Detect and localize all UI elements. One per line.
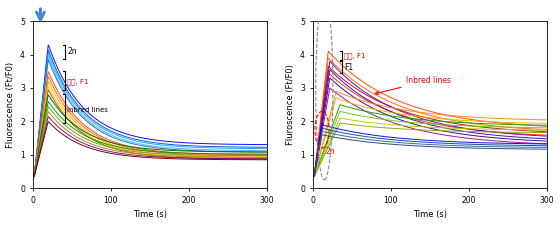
Text: F1: F1 (344, 63, 353, 72)
X-axis label: Time (s): Time (s) (133, 210, 167, 219)
Text: 2n: 2n (67, 47, 77, 56)
Text: 2n: 2n (325, 147, 335, 156)
Text: Inbred lines: Inbred lines (67, 107, 108, 113)
Y-axis label: Fluroscence (Ft/F0): Fluroscence (Ft/F0) (286, 64, 295, 145)
Text: 설향, F1: 설향, F1 (67, 78, 88, 85)
Text: 설향, F1: 설향, F1 (344, 52, 365, 59)
Text: Inbred lines: Inbred lines (375, 76, 451, 94)
Y-axis label: Fluorescence (Ft/F0): Fluorescence (Ft/F0) (6, 62, 15, 148)
X-axis label: Time (s): Time (s) (413, 210, 447, 219)
